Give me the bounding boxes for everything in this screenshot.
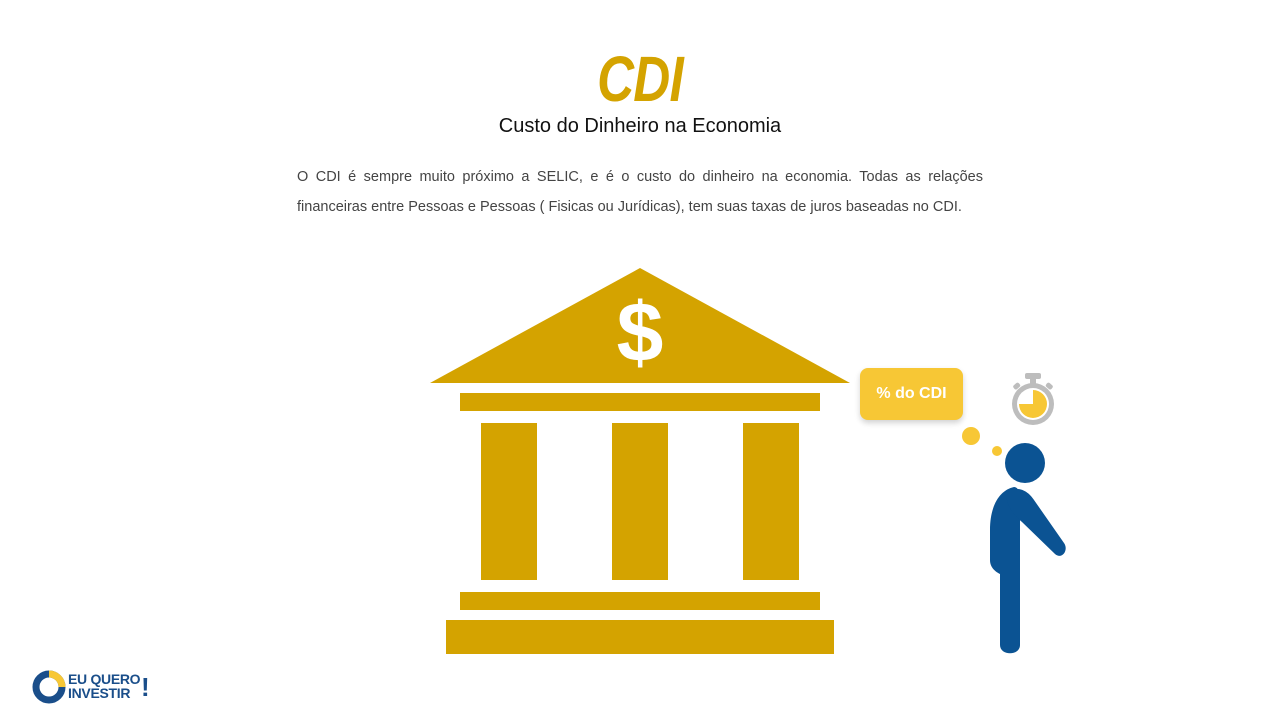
thought-bubble-icon: % do CDI bbox=[860, 368, 963, 420]
dollar-sign-icon: $ bbox=[617, 285, 664, 379]
person-head bbox=[1005, 443, 1045, 483]
person-body bbox=[990, 487, 1020, 654]
person-icon bbox=[990, 443, 1066, 654]
bank-column-left bbox=[481, 423, 537, 580]
logo-mark-icon bbox=[32, 670, 66, 704]
logo-line-1: EU QUERO bbox=[68, 671, 141, 687]
thought-dot-small bbox=[992, 446, 1002, 456]
stopwatch-icon bbox=[1012, 373, 1054, 425]
bank-base-top bbox=[460, 592, 820, 610]
page-title: CDI bbox=[597, 43, 684, 115]
logo: EU QUERO INVESTIR ! bbox=[68, 671, 150, 701]
bank-base-bottom bbox=[446, 620, 834, 654]
bank-icon bbox=[430, 268, 850, 654]
thought-dot-large bbox=[962, 427, 980, 445]
logo-line-2: INVESTIR bbox=[68, 685, 131, 701]
page-subtitle: Custo do Dinheiro na Economia bbox=[498, 115, 782, 137]
bank-column-right bbox=[743, 423, 799, 580]
logo-exclamation: ! bbox=[141, 672, 150, 702]
bank-roof bbox=[430, 268, 850, 383]
bank-column-middle bbox=[612, 423, 668, 580]
description-paragraph: O CDI é sempre muito próximo a SELIC, e … bbox=[297, 169, 983, 215]
bank-entablature bbox=[460, 393, 820, 411]
person-arm bbox=[1006, 488, 1066, 556]
